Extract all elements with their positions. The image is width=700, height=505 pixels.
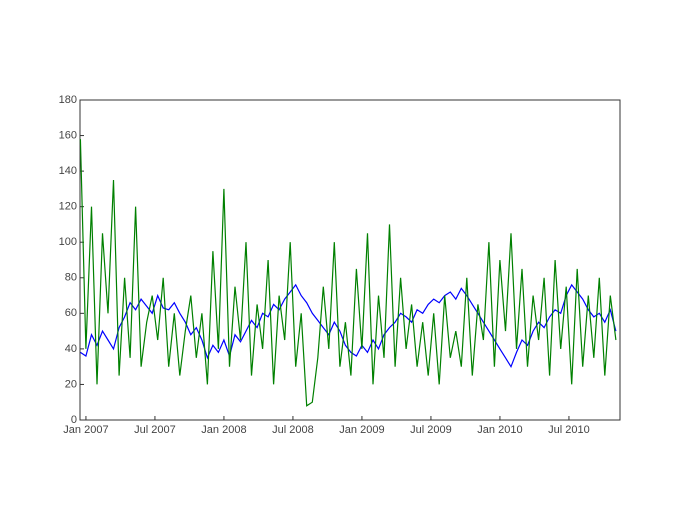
series-line [79, 139, 617, 407]
x-tick-label: Jul 2007 [134, 424, 176, 436]
x-tick-label: Jul 2009 [410, 424, 452, 436]
y-tick-label: 140 [59, 165, 77, 177]
y-tick-label: 160 [59, 129, 77, 141]
y-tick-label: 20 [65, 378, 77, 390]
y-tick-label: 100 [59, 236, 77, 248]
x-tick-label: Jan 2008 [201, 424, 246, 436]
x-tick-label: Jul 2008 [272, 424, 314, 436]
y-tick-label: 180 [59, 94, 77, 106]
y-tick-label: 80 [65, 272, 77, 284]
y-tick-label: 40 [65, 343, 77, 355]
plot-frame [79, 99, 621, 421]
y-tick-label: 0 [71, 414, 77, 426]
x-tick-label: Jan 2010 [477, 424, 522, 436]
y-tick-label: 60 [65, 307, 77, 319]
x-tick-label: Jan 2009 [339, 424, 384, 436]
x-tick-label: Jul 2010 [548, 424, 590, 436]
y-tick-label: 120 [59, 201, 77, 213]
x-tick-label: Jan 2007 [63, 424, 108, 436]
